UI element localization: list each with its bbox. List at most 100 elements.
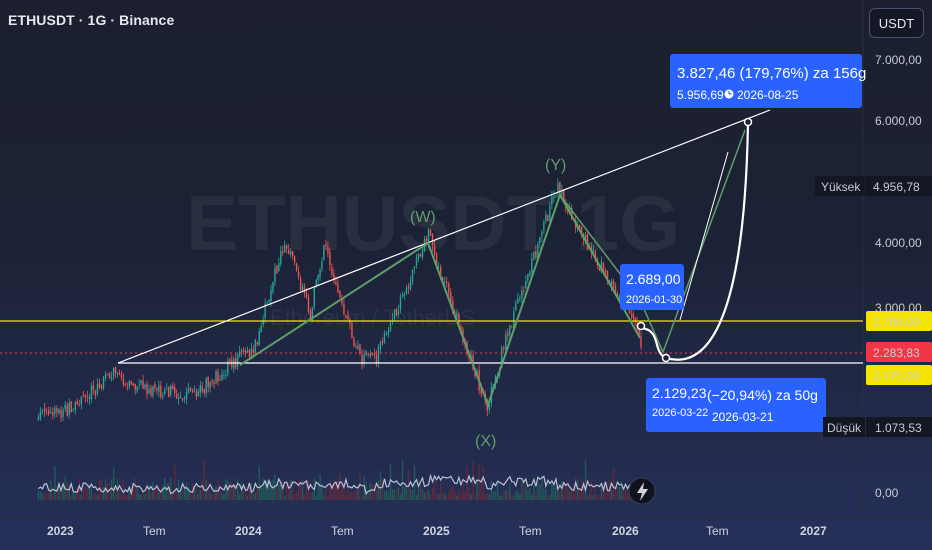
- projection-point-b[interactable]: [661, 353, 671, 363]
- candle-body: [118, 372, 121, 375]
- candle-body: [154, 384, 156, 388]
- volume-bar: [421, 489, 424, 500]
- candle-body: [578, 224, 581, 229]
- volume-bar: [177, 479, 180, 500]
- projection-point-target[interactable]: [743, 117, 753, 127]
- volume-bar: [260, 485, 262, 500]
- candle-body: [363, 353, 365, 364]
- volume-bar: [399, 493, 402, 500]
- time-tick-2026: 2026: [612, 524, 639, 538]
- candle-body: [439, 267, 442, 277]
- target-main-text: 3.827,46 (179,76%) za 156g: [677, 65, 866, 82]
- candle-body: [559, 182, 561, 194]
- candle-body: [221, 374, 223, 381]
- point-a-date: 2026-01-30: [626, 294, 682, 306]
- candle-body: [369, 353, 371, 357]
- candle-body: [225, 375, 227, 376]
- volume-bar: [395, 488, 398, 500]
- candle-body: [329, 252, 331, 266]
- candle-body: [211, 380, 213, 383]
- candle-body: [56, 407, 58, 413]
- candle-body: [266, 302, 268, 304]
- candle-body: [248, 349, 251, 357]
- volume-bar: [47, 493, 50, 500]
- volume-bar: [553, 482, 555, 500]
- volume-bar: [482, 466, 484, 500]
- volume-bar: [470, 494, 472, 500]
- candle-body: [317, 275, 319, 280]
- projection-guide: [679, 151, 729, 321]
- resistance-tag-value: 2.786,00: [873, 315, 920, 329]
- volume-bar: [162, 484, 164, 500]
- price-tick-0: 0,00: [875, 486, 899, 500]
- volume-bar: [140, 494, 142, 500]
- watermark-pair: Ethereum / TetherUS: [270, 305, 475, 330]
- candle-body: [229, 359, 231, 362]
- volume-bar: [236, 479, 239, 500]
- volume-bar: [43, 493, 46, 500]
- upper-trendline: [117, 109, 771, 364]
- volume-bars: [37, 460, 642, 500]
- time-tick-2027: 2027: [800, 524, 827, 538]
- volume-bar: [490, 481, 493, 500]
- candle-body: [100, 386, 103, 389]
- volume-bar: [582, 481, 585, 500]
- volume-bar: [584, 460, 587, 500]
- low-value: 1.073,53: [875, 421, 922, 435]
- candle-body: [345, 315, 347, 318]
- volume-bar: [122, 480, 125, 500]
- volume-bar: [578, 488, 581, 500]
- point-b-tooltip: 2.129,23 (−20,94%) za 50g 2026-03-22 202…: [646, 378, 826, 432]
- volume-bar: [92, 495, 95, 500]
- volume-bar: [373, 484, 376, 500]
- symbol-title[interactable]: ETHUSDT · 1G · Binance: [8, 12, 175, 28]
- candle-body: [47, 409, 50, 415]
- candle-body: [207, 376, 209, 388]
- volume-bar: [602, 488, 605, 500]
- flash-icon[interactable]: [628, 477, 656, 505]
- candle-body: [385, 333, 388, 335]
- candle-body: [337, 283, 339, 293]
- volume-bar: [480, 482, 482, 500]
- candle-body: [373, 353, 376, 355]
- resistance-tag: [866, 311, 932, 331]
- candle-body: [199, 384, 202, 393]
- currency-button[interactable]: USDT: [869, 8, 924, 38]
- candle-body: [403, 293, 406, 297]
- candle-body: [371, 353, 374, 356]
- projection-point-a[interactable]: [636, 321, 646, 331]
- volume-bar: [531, 495, 533, 500]
- candle-body: [427, 229, 430, 244]
- candle-body: [295, 263, 298, 271]
- candle-body: [580, 226, 583, 233]
- volume-bar: [120, 494, 123, 500]
- candle-body: [144, 384, 146, 389]
- volume-bar: [136, 484, 138, 500]
- volume-bar: [456, 495, 458, 500]
- candle-body: [401, 295, 404, 297]
- candle-body: [513, 311, 515, 329]
- candle-body: [594, 251, 597, 261]
- candle-body: [197, 391, 200, 397]
- candle-body: [630, 313, 633, 315]
- volume-bar: [98, 479, 101, 500]
- volume-bar: [565, 486, 567, 500]
- candle-body: [278, 263, 280, 272]
- volume-bar: [179, 489, 182, 500]
- candle-body: [571, 208, 573, 220]
- volume-bar: [377, 480, 380, 500]
- time-tick-tem-3: Tem: [519, 524, 542, 538]
- volume-bar: [297, 478, 300, 500]
- candle-body: [446, 281, 448, 284]
- volume-bar: [616, 486, 619, 500]
- wave-label-w: (W): [410, 209, 436, 226]
- wxy-pattern-line: [239, 192, 641, 408]
- volume-bar: [385, 490, 388, 500]
- volume-bar: [76, 487, 78, 500]
- volume-bar: [363, 476, 365, 500]
- candle-body: [289, 251, 292, 255]
- volume-bar: [114, 484, 117, 500]
- price-tick-7000: 7.000,00: [875, 53, 922, 67]
- volume-bar: [521, 481, 523, 500]
